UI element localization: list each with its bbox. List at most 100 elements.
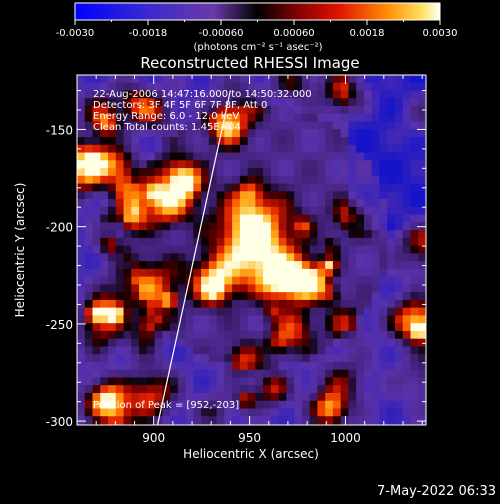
heatmap-cell — [108, 98, 117, 107]
heatmap-cell — [146, 191, 156, 200]
heatmap-cell — [363, 385, 373, 394]
heatmap-cell — [263, 82, 272, 92]
heatmap-cell — [154, 330, 163, 340]
heatmap-cell — [356, 315, 365, 324]
heatmap-cell — [294, 323, 303, 332]
heatmap-cell — [208, 346, 218, 355]
heatmap-cell — [270, 90, 280, 99]
heatmap-cell — [379, 245, 388, 254]
heatmap-cell — [286, 276, 295, 285]
heatmap-cell — [193, 113, 202, 123]
heatmap-cell — [177, 237, 187, 247]
heatmap-cell — [278, 75, 287, 84]
heatmap-cell — [201, 222, 210, 231]
heatmap-cell — [115, 199, 125, 208]
colorbar-units: (photons cm⁻² s⁻¹ asec⁻²) — [193, 42, 322, 53]
heatmap-cell — [278, 253, 287, 262]
heatmap-cell — [239, 268, 249, 278]
heatmap-cell — [394, 338, 404, 348]
heatmap-cell — [193, 199, 202, 208]
heatmap-cell — [154, 106, 163, 115]
heatmap-cell — [84, 191, 94, 200]
heatmap-cell — [92, 315, 101, 324]
heatmap-cell — [185, 191, 194, 200]
heatmap-cell — [100, 152, 109, 161]
heatmap-cell — [309, 75, 319, 84]
heatmap-cell — [146, 230, 156, 239]
heatmap-cell — [301, 253, 311, 262]
heatmap-cell — [123, 299, 132, 309]
heatmap-cell — [108, 214, 117, 223]
heatmap-cell — [332, 222, 342, 231]
heatmap-cell — [108, 113, 117, 123]
heatmap-cell — [294, 369, 303, 379]
heatmap-cell — [418, 361, 426, 371]
heatmap-cell — [394, 230, 404, 239]
heatmap-cell — [100, 183, 109, 192]
heatmap-cell — [216, 237, 225, 247]
heatmap-cell — [418, 98, 426, 107]
heatmap-cell — [208, 408, 218, 417]
heatmap-cell — [201, 299, 210, 309]
heatmap-cell — [410, 206, 419, 216]
heatmap-cell — [418, 152, 426, 161]
heatmap-cell — [263, 214, 272, 223]
heatmap-cell — [294, 113, 303, 123]
heatmap-cell — [131, 416, 140, 425]
heatmap-cell — [193, 416, 202, 425]
heatmap-cell — [348, 315, 357, 324]
heatmap-cell — [294, 75, 303, 84]
heatmap-cell — [286, 98, 295, 107]
heatmap-cell — [239, 144, 249, 154]
heatmap-cell — [340, 237, 350, 247]
heatmap-cell — [162, 354, 171, 363]
heatmap-cell — [154, 82, 163, 92]
heatmap-cell — [84, 152, 94, 161]
heatmap-cell — [332, 152, 342, 161]
heatmap-cell — [162, 191, 171, 200]
heatmap-cell — [371, 346, 381, 355]
heatmap-cell — [185, 113, 194, 123]
heatmap-cell — [270, 307, 280, 317]
heatmap-cell — [224, 129, 233, 138]
heatmap-cell — [154, 354, 163, 363]
heatmap-cell — [387, 113, 396, 123]
heatmap-cell — [418, 392, 426, 402]
heatmap-cell — [92, 129, 101, 138]
heatmap-cell — [185, 408, 194, 417]
heatmap-cell — [255, 408, 264, 417]
heatmap-cell — [263, 361, 272, 371]
heatmap-cell — [379, 129, 388, 138]
heatmap-cell — [325, 268, 334, 278]
heatmap-cell — [193, 245, 202, 254]
heatmap-cell — [294, 168, 303, 177]
heatmap-cell — [402, 121, 412, 130]
heatmap-cell — [201, 284, 210, 293]
heatmap-cell — [387, 354, 396, 363]
heatmap-cell — [394, 330, 404, 340]
heatmap-cell — [100, 323, 109, 332]
heatmap-cell — [402, 307, 412, 317]
heatmap-cell — [131, 230, 140, 239]
heatmap-cell — [332, 144, 342, 154]
heatmap-cell — [208, 237, 218, 247]
heatmap-cell — [418, 206, 426, 216]
heatmap-cell — [84, 315, 94, 324]
heatmap-cell — [309, 354, 319, 363]
heatmap-cell — [224, 338, 233, 348]
heatmap-cell — [348, 307, 357, 317]
heatmap-cell — [193, 338, 202, 348]
heatmap-cell — [201, 168, 210, 177]
heatmap-cell — [154, 206, 163, 216]
heatmap-cell — [278, 392, 287, 402]
heatmap-cell — [131, 253, 140, 262]
heatmap-cell — [146, 175, 156, 185]
heatmap-cell — [340, 206, 350, 216]
heatmap-cell — [317, 299, 326, 309]
heatmap-cell — [309, 416, 319, 425]
heatmap-cell — [278, 160, 287, 169]
heatmap-cell — [139, 129, 148, 138]
heatmap-cell — [387, 90, 396, 99]
heatmap-cell — [154, 307, 163, 317]
